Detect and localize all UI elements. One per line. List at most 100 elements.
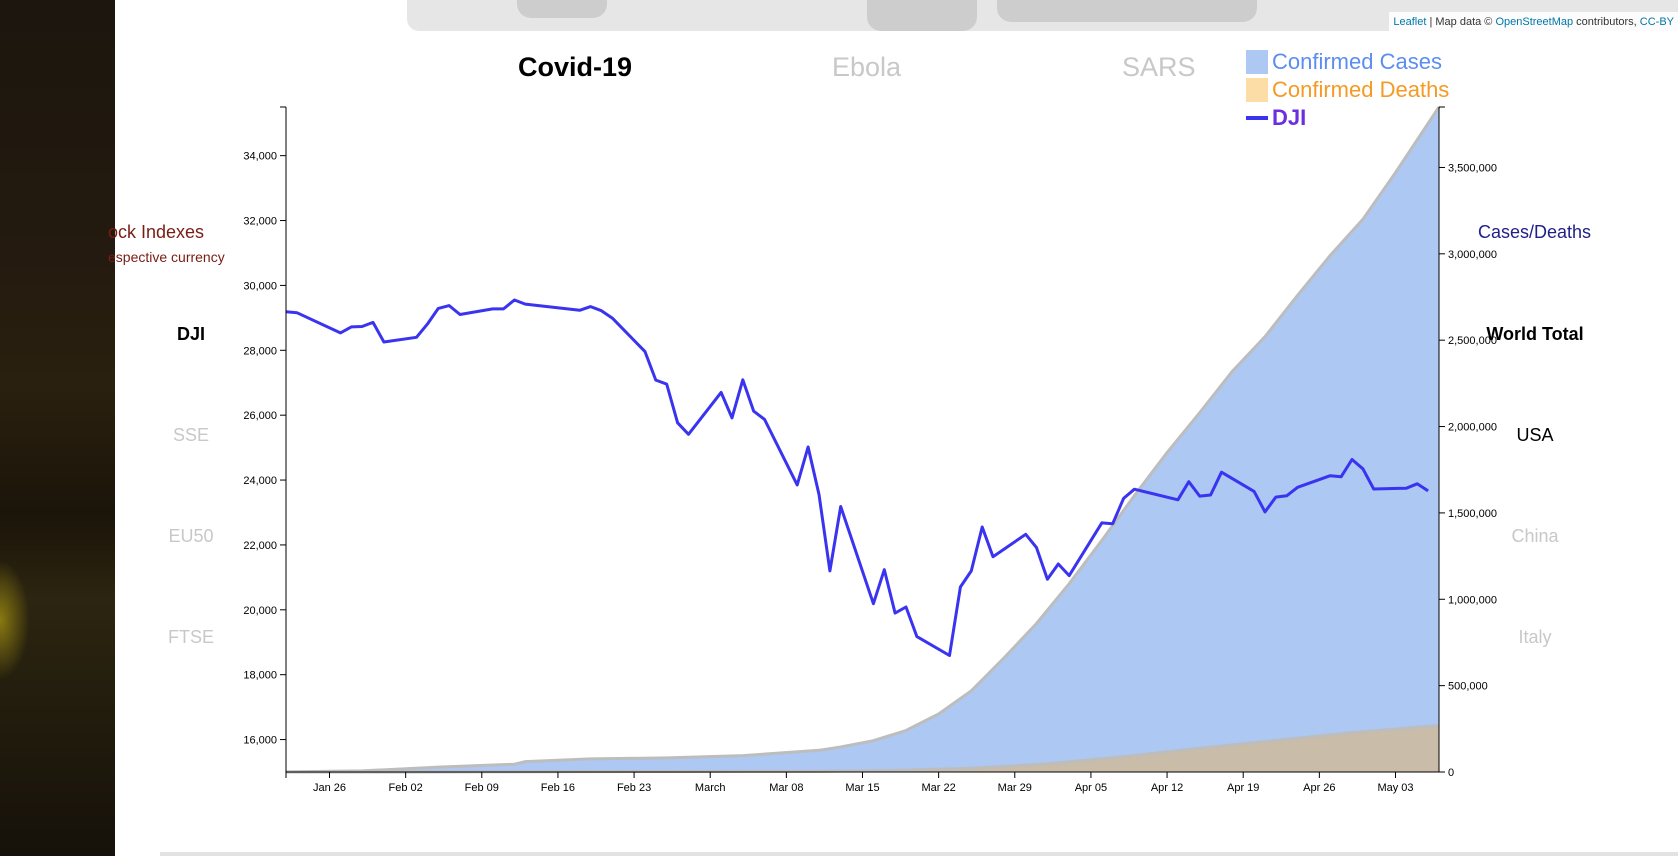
region-china[interactable]: China bbox=[1511, 526, 1559, 546]
tab-covid19[interactable]: Covid-19 bbox=[518, 52, 633, 82]
left-axis-tick: 18,000 bbox=[243, 670, 286, 682]
legend-confirmed-cases[interactable]: Confirmed Cases bbox=[1246, 48, 1449, 76]
x-tick-label: May 03 bbox=[1377, 782, 1413, 794]
right-tick-label: 0 bbox=[1448, 767, 1454, 779]
legend-confirmed-deaths[interactable]: Confirmed Deaths bbox=[1246, 76, 1449, 104]
x-tick-label: March bbox=[695, 782, 726, 794]
confirmed-deaths-area bbox=[286, 725, 1439, 772]
stock-indexes-subtitle: espective currency bbox=[108, 249, 225, 265]
right-tick-label: 3,500,000 bbox=[1448, 162, 1497, 174]
dji-line-swatch bbox=[1246, 116, 1268, 120]
x-tick-label: Feb 16 bbox=[541, 782, 575, 794]
legend-dji-label: DJI bbox=[1272, 105, 1307, 130]
tab-sars[interactable]: SARS bbox=[1122, 52, 1196, 82]
right-axis-tick: 0 bbox=[1439, 767, 1454, 779]
right-axis-tick: 3,000,000 bbox=[1439, 249, 1497, 261]
right-axis-tick: 500,000 bbox=[1439, 681, 1488, 693]
x-axis-tick: March bbox=[695, 772, 726, 794]
index-ftse[interactable]: FTSE bbox=[167, 627, 215, 647]
right-tick-label: 2,000,000 bbox=[1448, 422, 1497, 434]
x-tick-label: Feb 02 bbox=[389, 782, 423, 794]
region-italy[interactable]: Italy bbox=[1518, 627, 1552, 647]
x-axis-tick: May 03 bbox=[1377, 772, 1414, 794]
x-tick-label: Mar 08 bbox=[769, 782, 803, 794]
index-eu50[interactable]: EU50 bbox=[168, 526, 214, 546]
x-tick-label: Feb 09 bbox=[465, 782, 499, 794]
legend-cases-label: Confirmed Cases bbox=[1272, 49, 1442, 74]
map-land bbox=[997, 0, 1257, 22]
map-data-text: | Map data © bbox=[1426, 16, 1496, 28]
right-tick-label: 3,000,000 bbox=[1448, 249, 1497, 261]
right-tick-label: 1,500,000 bbox=[1448, 508, 1497, 520]
x-tick-label: Feb 23 bbox=[617, 782, 651, 794]
left-axis-tick: 30,000 bbox=[243, 280, 286, 292]
stock-indexes-title: ock Indexes bbox=[108, 222, 205, 242]
x-tick-label: Mar 15 bbox=[845, 782, 879, 794]
right-axis-tick: 3,500,000 bbox=[1439, 162, 1497, 174]
left-tick-label: 32,000 bbox=[243, 216, 277, 228]
left-axis-tick: 20,000 bbox=[243, 605, 286, 617]
map-land bbox=[517, 0, 607, 18]
x-tick-label: Apr 26 bbox=[1303, 782, 1335, 794]
map-preview[interactable]: Leaflet | Map data © OpenStreetMap contr… bbox=[407, 0, 1678, 31]
bottom-scrollbar-track[interactable] bbox=[160, 852, 1678, 856]
dji-line bbox=[285, 298, 1429, 657]
osm-link[interactable]: OpenStreetMap bbox=[1495, 16, 1574, 28]
x-tick-label: Apr 05 bbox=[1075, 782, 1107, 794]
region-world-total[interactable]: World Total bbox=[1486, 324, 1584, 344]
right-tick-label: 1,000,000 bbox=[1448, 594, 1497, 606]
x-axis-tick: Feb 16 bbox=[541, 772, 575, 794]
chart-legend: Confirmed Cases Confirmed Deaths DJI bbox=[1246, 48, 1449, 132]
left-axis: 16,000 18,000 20,000 22,000 24,000 26,000 28,0… bbox=[243, 106, 287, 772]
region-usa[interactable]: USA bbox=[1516, 425, 1554, 445]
area-layer bbox=[285, 106, 1441, 774]
left-axis-tick: 26,000 bbox=[243, 410, 286, 422]
right-axis-tick: 1,000,000 bbox=[1439, 594, 1497, 606]
map-land bbox=[867, 0, 977, 31]
index-sse[interactable]: SSE bbox=[172, 425, 210, 445]
left-tick-label: 18,000 bbox=[243, 670, 277, 682]
left-axis-tick: 16,000 bbox=[243, 735, 286, 747]
x-axis-tick: Mar 22 bbox=[922, 772, 956, 794]
x-axis-tick: Apr 12 bbox=[1151, 772, 1183, 794]
x-tick-label: Mar 22 bbox=[922, 782, 956, 794]
x-axis-tick: Feb 23 bbox=[617, 772, 651, 794]
left-axis-tick: 24,000 bbox=[243, 475, 286, 487]
right-tick-label: 500,000 bbox=[1448, 681, 1488, 693]
tab-ebola[interactable]: Ebola bbox=[832, 52, 902, 82]
left-tick-label: 22,000 bbox=[243, 540, 277, 552]
left-axis-tick: 22,000 bbox=[243, 540, 286, 552]
ccby-link[interactable]: CC-BY bbox=[1639, 16, 1674, 28]
legend-deaths-label: Confirmed Deaths bbox=[1272, 77, 1450, 102]
left-tick-label: 28,000 bbox=[243, 345, 277, 357]
x-tick-label: Apr 19 bbox=[1227, 782, 1259, 794]
x-tick-label: Apr 12 bbox=[1151, 782, 1183, 794]
right-axis: 0 500,000 1,000,000 1,500,000 2,000,000 2,500… bbox=[1438, 106, 1497, 779]
left-axis-tick: 34,000 bbox=[243, 151, 286, 163]
left-tick-label: 20,000 bbox=[243, 605, 277, 617]
x-axis-tick: Apr 26 bbox=[1303, 772, 1336, 794]
x-axis-tick: Apr 19 bbox=[1227, 772, 1259, 794]
right-tick-label: 2,500,000 bbox=[1448, 335, 1497, 347]
x-axis-tick: Jan 26 bbox=[313, 772, 346, 794]
x-axis-tick: Mar 15 bbox=[845, 772, 880, 794]
x-axis-tick: Mar 29 bbox=[998, 772, 1032, 794]
map-attribution: Leaflet | Map data © OpenStreetMap contr… bbox=[1389, 12, 1678, 31]
contributors-text: contributors, bbox=[1573, 16, 1640, 28]
index-dji[interactable]: DJI bbox=[176, 324, 206, 344]
right-axis-tick: 2,500,000 bbox=[1439, 335, 1497, 347]
deaths-swatch bbox=[1246, 78, 1268, 102]
x-tick-label: Mar 29 bbox=[998, 782, 1032, 794]
left-tick-label: 24,000 bbox=[243, 475, 277, 487]
cases-deaths-title: Cases/Deaths bbox=[1478, 222, 1592, 242]
x-axis-tick: Feb 02 bbox=[389, 772, 423, 794]
left-axis-tick: 28,000 bbox=[243, 345, 286, 357]
left-tick-label: 30,000 bbox=[243, 280, 277, 292]
line-layer bbox=[285, 298, 1429, 657]
x-axis-tick: Feb 09 bbox=[465, 772, 499, 794]
leaflet-link[interactable]: Leaflet bbox=[1393, 16, 1427, 28]
legend-dji[interactable]: DJI bbox=[1246, 104, 1449, 132]
confirmed-cases-outline bbox=[285, 106, 1441, 774]
right-axis-tick: 2,000,000 bbox=[1439, 422, 1497, 434]
